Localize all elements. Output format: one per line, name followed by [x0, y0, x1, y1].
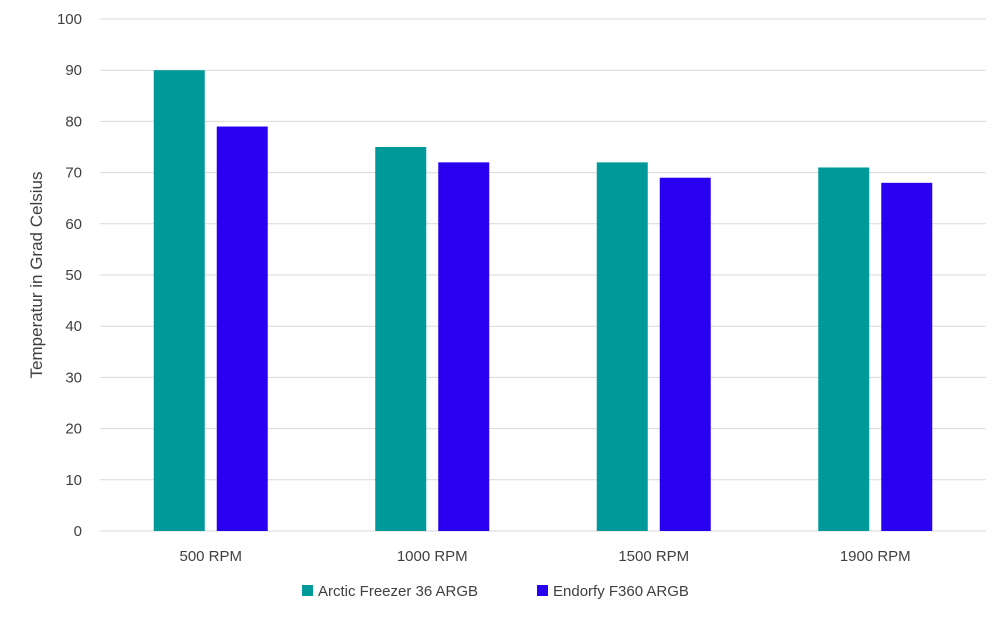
y-tick-label: 90	[65, 62, 82, 79]
x-tick-label: 1900 RPM	[840, 548, 911, 565]
bars	[153, 70, 933, 532]
y-tick-label: 50	[65, 267, 82, 284]
y-tick-label: 40	[65, 318, 82, 335]
bar-arctic-0	[153, 70, 205, 531]
legend: Arctic Freezer 36 ARGB Endorfy F360 ARGB	[302, 583, 689, 600]
y-tick-label: 20	[65, 421, 82, 438]
y-axis-title: Temperatur in Grad Celsius	[27, 172, 46, 379]
bar-arctic-1	[375, 147, 427, 531]
x-tick-label: 500 RPM	[179, 548, 242, 565]
bar-arctic-2	[596, 162, 648, 532]
x-tick-label: 1000 RPM	[397, 548, 468, 565]
x-tick-label: 1500 RPM	[618, 548, 689, 565]
y-tick-label: 80	[65, 113, 82, 130]
bar-arctic-3	[818, 167, 870, 532]
x-axis-ticks: 500 RPM 1000 RPM 1500 RPM 1900 RPM	[179, 548, 910, 565]
y-tick-label: 30	[65, 369, 82, 386]
y-axis-ticks: 0 10 20 30 40 50 60 70 80 90 100	[57, 11, 82, 540]
bar-endorfy-1	[438, 162, 490, 532]
y-tick-label: 0	[74, 523, 82, 540]
legend-swatch	[537, 585, 548, 596]
legend-label: Endorfy F360 ARGB	[553, 583, 689, 600]
bar-endorfy-2	[659, 177, 711, 531]
y-tick-label: 60	[65, 216, 82, 233]
y-tick-label: 100	[57, 11, 82, 28]
legend-swatch	[302, 585, 313, 596]
legend-label: Arctic Freezer 36 ARGB	[318, 583, 478, 600]
y-tick-label: 10	[65, 472, 82, 489]
bar-endorfy-3	[881, 182, 933, 531]
bar-endorfy-0	[216, 126, 268, 532]
y-tick-label: 70	[65, 165, 82, 182]
